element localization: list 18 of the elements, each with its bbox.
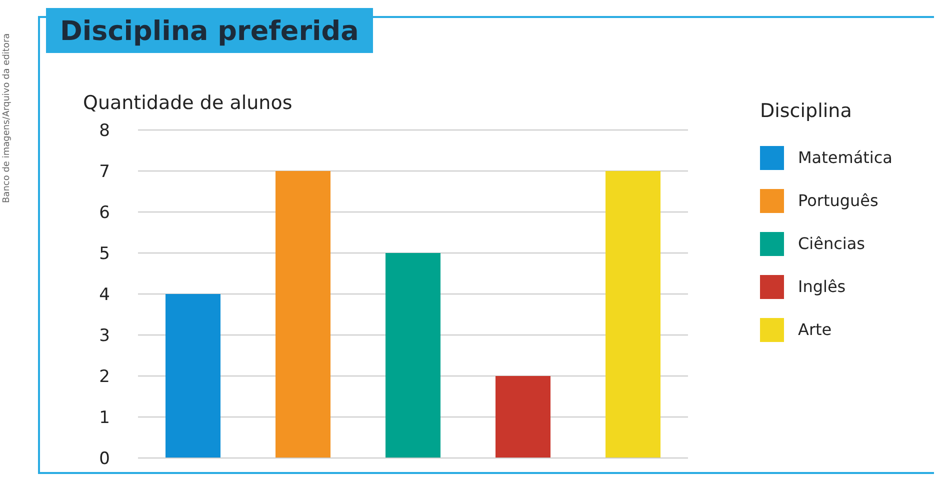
legend-label: Matemática [798, 148, 892, 167]
legend-label: Ciências [798, 234, 865, 253]
y-tick-label: 5 [99, 244, 110, 264]
y-tick-label: 7 [99, 162, 110, 182]
y-tick-label: 3 [99, 326, 110, 346]
y-axis-title: Quantidade de alunos [83, 92, 292, 114]
y-tick-label: 6 [99, 203, 110, 224]
chart-title: Disciplina preferida [46, 8, 373, 53]
y-tick-label: 1 [99, 408, 110, 428]
y-tick-label: 4 [99, 285, 110, 306]
legend-label: Português [798, 191, 878, 210]
legend-title: Disciplina [760, 100, 853, 122]
legend-label: Inglês [798, 277, 846, 296]
legend-label: Arte [798, 320, 832, 339]
y-tick-label: 2 [99, 367, 110, 388]
text: Banco de imagens/Arquivo da editora [2, 33, 12, 203]
y-tick-label: 0 [99, 449, 110, 470]
y-tick-label: 8 [99, 121, 110, 142]
